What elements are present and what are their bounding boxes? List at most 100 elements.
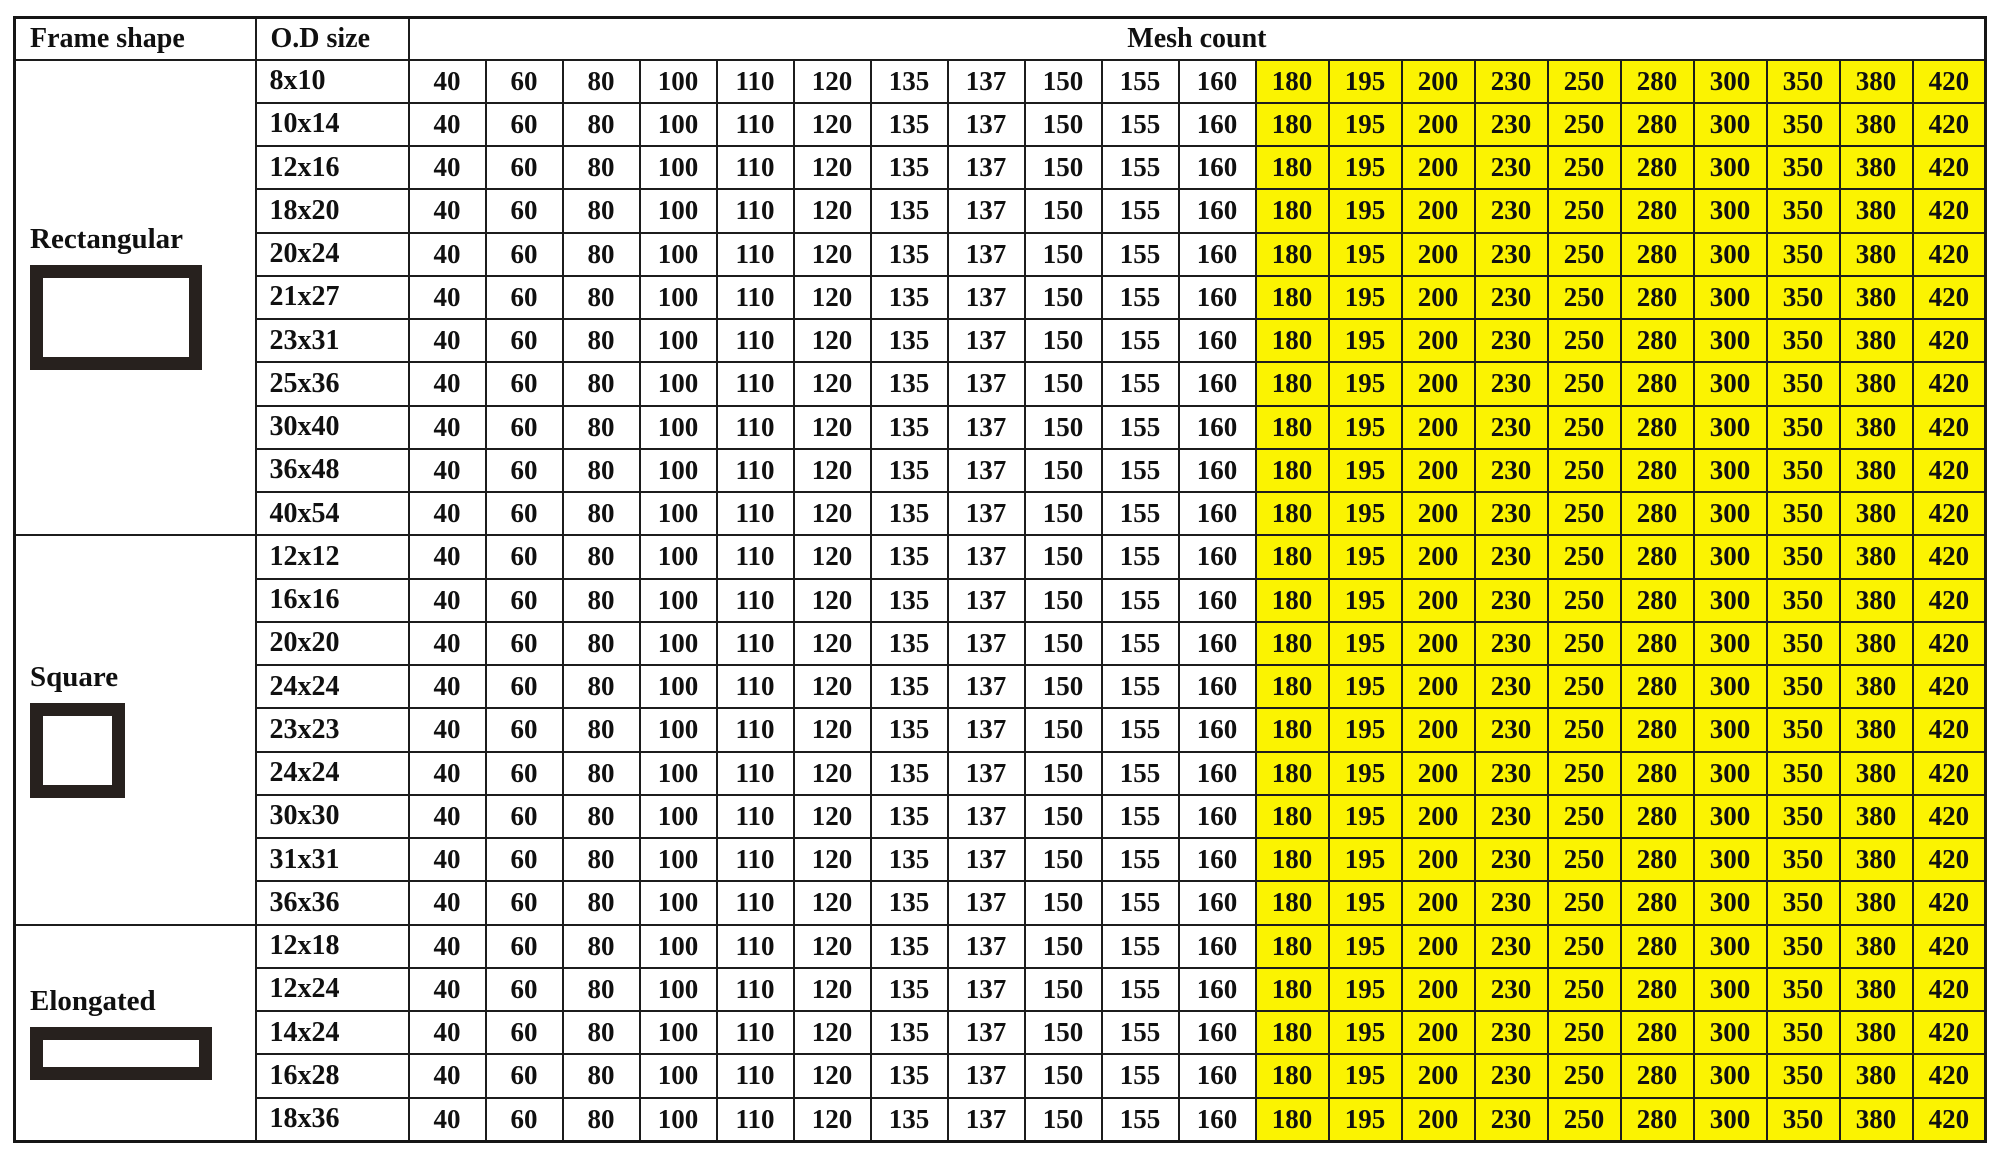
mesh-value-cell-highlighted: 420 [1911,577,1987,623]
mesh-value-cell: 60 [484,923,564,969]
mesh-value-cell: 40 [407,620,487,667]
mesh-value-cell-highlighted: 250 [1546,836,1622,883]
mesh-value-cell-highlighted: 420 [1911,620,1987,667]
mesh-value-cell-highlighted: 230 [1473,317,1549,364]
mesh-value-cell-highlighted: 280 [1619,966,1695,1013]
table-row: 36x36 40 60 80 100 110 120 135 137 150 155 160 180 19… [15,880,1987,926]
mesh-value-cell-highlighted: 300 [1692,1009,1768,1056]
mesh-value-cell-highlighted: 380 [1838,663,1914,710]
mesh-value-cell-highlighted: 280 [1619,923,1695,969]
mesh-value-cell: 160 [1177,144,1257,191]
mesh-value-cell: 120 [792,923,872,969]
mesh-value-cell-highlighted: 250 [1546,750,1622,796]
mesh-value-cell-highlighted: 380 [1838,1096,1914,1143]
mesh-value-cell: 60 [484,144,564,191]
mesh-value-cell: 160 [1177,361,1257,407]
mesh-value-cell: 135 [869,490,949,537]
mesh-value-cell-highlighted: 300 [1692,923,1768,969]
mesh-value-cell: 60 [484,880,564,926]
mesh-value-cell-highlighted: 420 [1911,404,1987,450]
mesh-value-cell-highlighted: 350 [1765,447,1841,494]
table-row: 23x31 40 60 80 100 110 120 135 137 150 155 160 180 19… [15,317,1987,364]
mesh-value-cell: 80 [561,188,641,234]
mesh-value-cell: 80 [561,101,641,148]
mesh-value-cell-highlighted: 300 [1692,58,1768,104]
mesh-count-header: Mesh count [407,16,1987,61]
table-row: 10x14 40 60 80 100 110 120 135 137 150 155 160 180 19… [15,101,1987,148]
od-size-cell: 21x27 [254,274,410,321]
mesh-value-cell: 110 [715,101,795,148]
mesh-value-cell: 135 [869,793,949,840]
mesh-value-cell: 40 [407,1096,487,1143]
mesh-value-cell: 60 [484,707,564,753]
mesh-value-cell-highlighted: 230 [1473,663,1549,710]
mesh-value-cell-highlighted: 420 [1911,188,1987,234]
mesh-value-cell-highlighted: 300 [1692,1053,1768,1099]
od-size-cell: 14x24 [254,1009,410,1056]
mesh-value-cell-highlighted: 200 [1400,404,1476,450]
mesh-value-cell-highlighted: 280 [1619,361,1695,407]
mesh-value-cell: 137 [946,880,1026,926]
mesh-value-cell-highlighted: 250 [1546,447,1622,494]
mesh-value-cell-highlighted: 195 [1327,663,1403,710]
rectangle-icon [30,265,202,371]
mesh-value-cell: 155 [1100,317,1180,364]
mesh-value-cell-highlighted: 200 [1400,1096,1476,1143]
mesh-value-cell-highlighted: 250 [1546,490,1622,537]
mesh-value-cell-highlighted: 230 [1473,188,1549,234]
mesh-value-cell-highlighted: 420 [1911,361,1987,407]
frame-shape-group: Rectangular [17,224,254,371]
od-size-cell: 36x48 [254,447,410,494]
mesh-value-cell: 120 [792,231,872,277]
od-size-cell: 20x24 [254,231,410,277]
mesh-value-cell-highlighted: 380 [1838,923,1914,969]
mesh-value-cell-highlighted: 195 [1327,577,1403,623]
mesh-value-cell-highlighted: 380 [1838,880,1914,926]
mesh-value-cell-highlighted: 420 [1911,663,1987,710]
table-row: 23x23 40 60 80 100 110 120 135 137 150 155 160 180 19… [15,707,1987,753]
mesh-value-cell: 100 [638,966,718,1013]
mesh-value-cell: 137 [946,58,1026,104]
mesh-value-cell: 110 [715,836,795,883]
mesh-value-cell-highlighted: 280 [1619,534,1695,580]
mesh-value-cell: 150 [1023,447,1103,494]
mesh-value-cell: 155 [1100,490,1180,537]
mesh-value-cell-highlighted: 250 [1546,1053,1622,1099]
mesh-value-cell: 120 [792,1053,872,1099]
mesh-value-cell: 80 [561,58,641,104]
mesh-value-cell: 100 [638,404,718,450]
mesh-value-cell-highlighted: 195 [1327,1096,1403,1143]
mesh-value-cell: 155 [1100,447,1180,494]
od-size-cell: 12x16 [254,144,410,191]
mesh-value-cell-highlighted: 250 [1546,101,1622,148]
mesh-value-cell-highlighted: 180 [1254,966,1330,1013]
od-size-cell: 24x24 [254,750,410,796]
mesh-value-cell: 137 [946,966,1026,1013]
od-size-cell: 18x36 [254,1096,410,1143]
mesh-value-cell-highlighted: 180 [1254,231,1330,277]
mesh-value-cell-highlighted: 300 [1692,447,1768,494]
mesh-value-cell: 160 [1177,663,1257,710]
mesh-value-cell-highlighted: 420 [1911,1053,1987,1099]
mesh-value-cell: 137 [946,750,1026,796]
mesh-value-cell: 100 [638,274,718,321]
mesh-value-cell: 137 [946,490,1026,537]
mesh-value-cell-highlighted: 180 [1254,404,1330,450]
mesh-value-cell: 137 [946,793,1026,840]
mesh-value-cell-highlighted: 230 [1473,966,1549,1013]
mesh-value-cell: 135 [869,620,949,667]
mesh-value-cell: 80 [561,880,641,926]
mesh-value-cell-highlighted: 195 [1327,231,1403,277]
mesh-value-cell-highlighted: 350 [1765,274,1841,321]
mesh-value-cell-highlighted: 280 [1619,577,1695,623]
mesh-value-cell-highlighted: 230 [1473,58,1549,104]
mesh-value-cell-highlighted: 180 [1254,880,1330,926]
mesh-value-cell: 160 [1177,1053,1257,1099]
mesh-value-cell-highlighted: 250 [1546,1096,1622,1143]
mesh-value-cell: 100 [638,188,718,234]
mesh-value-cell-highlighted: 180 [1254,447,1330,494]
mesh-value-cell: 100 [638,1053,718,1099]
mesh-value-cell-highlighted: 180 [1254,317,1330,364]
mesh-value-cell: 60 [484,404,564,450]
mesh-value-cell: 155 [1100,1009,1180,1056]
